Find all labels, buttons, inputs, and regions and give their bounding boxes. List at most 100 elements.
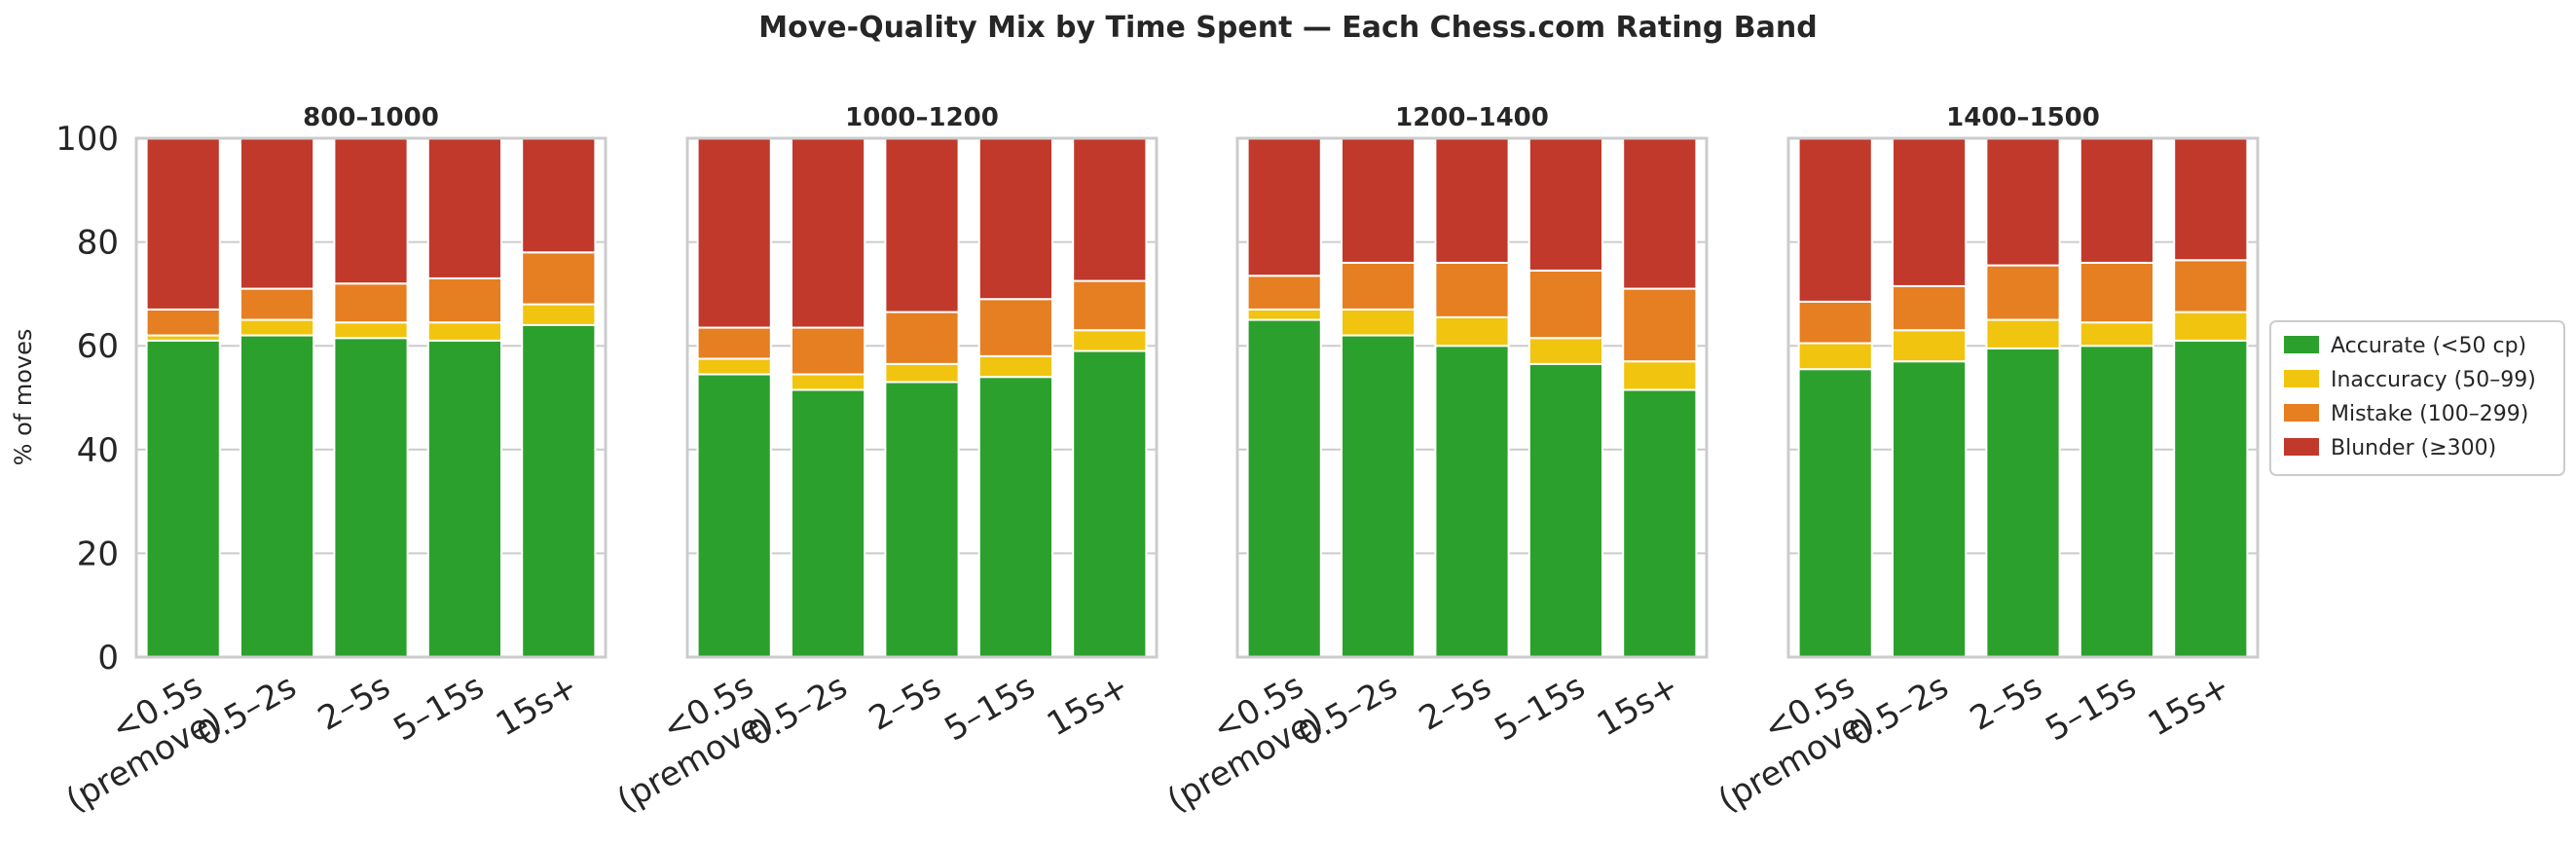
bar-segment-mistake <box>1527 269 1603 340</box>
bar-segment-blunder <box>2173 137 2249 262</box>
bar-segment-blunder <box>1622 137 1698 290</box>
bar-segment-inaccuracy <box>1797 342 1873 371</box>
bar-segment-blunder <box>333 137 409 285</box>
bar-segment-mistake <box>1341 261 1417 311</box>
bar-segment-blunder <box>1527 137 1603 272</box>
bar-segment-accurate <box>333 337 409 658</box>
panel-frame <box>685 136 1159 659</box>
bar-segment-blunder <box>696 137 772 329</box>
x-tick-label: 15s+ <box>490 667 584 744</box>
bar-segment-mistake <box>145 308 221 337</box>
legend-box <box>2269 320 2565 476</box>
bar-segment-accurate <box>2079 345 2154 658</box>
bar-segment-accurate <box>2173 339 2249 658</box>
bar-segment-mistake <box>977 298 1053 357</box>
bar-segment-mistake <box>333 282 409 324</box>
bar-segment-blunder <box>2079 137 2154 264</box>
bar-segment-mistake <box>1892 284 1968 332</box>
bar-segment-accurate <box>145 339 221 658</box>
figure-title: Move-Quality Mix by Time Spent — Each Ch… <box>758 11 1818 45</box>
panel-title: 1400–1500 <box>1946 103 2100 132</box>
x-tick-label: 5–15s <box>938 667 1042 749</box>
panel-1: 800–1000 0 20 40 60 80 100 <0.5s(premove)0.5–2s… <box>40 103 607 821</box>
bar-segment-accurate <box>1797 368 1873 658</box>
x-tick-label: 5–15s <box>2040 667 2143 749</box>
bar-segment-mistake <box>1072 279 1148 332</box>
bar-segment-blunder <box>1797 137 1873 303</box>
legend-swatch-accurate <box>2284 336 2319 353</box>
bar-segment-mistake <box>1622 287 1698 363</box>
y-tick-label: 40 <box>77 431 119 470</box>
x-tick-label: 2–5s <box>1413 667 1498 739</box>
bar-segment-accurate <box>1892 360 1968 658</box>
x-tick-label: <0.5s(premove) <box>1692 667 1880 821</box>
bar-segment-blunder <box>1434 137 1510 264</box>
bar-segment-inaccuracy <box>1892 329 1968 363</box>
x-tick-label: 15s+ <box>2142 667 2236 744</box>
panel-title: 800–1000 <box>303 103 439 132</box>
bar-segment-blunder <box>426 137 502 279</box>
bar-segment-inaccuracy <box>521 303 597 326</box>
y-tick-label: 80 <box>77 224 119 263</box>
x-tick-label: <0.5s(premove) <box>40 667 228 821</box>
bar-segment-mistake <box>2079 261 2154 324</box>
bar-segment-accurate <box>1341 334 1417 658</box>
legend-label-accurate: Accurate (<50 cp) <box>2331 334 2526 358</box>
bar-segment-inaccuracy <box>2079 321 2154 348</box>
bar-segment-mistake <box>1985 264 2061 321</box>
bar-segment-mistake <box>1434 261 1510 318</box>
bar-segment-inaccuracy <box>2173 311 2249 342</box>
panel-2: 1000–1200 <0.5s(premove)0.5–2s 2–5s5–15s15… <box>610 103 1159 820</box>
bar-segment-blunder <box>791 137 866 329</box>
bar-segment-accurate <box>521 323 597 658</box>
bar-segment-inaccuracy <box>239 318 315 337</box>
bar-segment-blunder <box>1072 137 1148 282</box>
bar-segment-inaccuracy <box>696 357 772 376</box>
bar-segment-inaccuracy <box>1246 308 1322 321</box>
bar-segment-mistake <box>426 276 502 324</box>
bar-segment-inaccuracy <box>1341 308 1417 337</box>
panel-frame <box>1786 136 2260 659</box>
bar-segment-inaccuracy <box>1622 360 1698 391</box>
x-tick-label: 2–5s <box>1964 667 2049 739</box>
bar-segment-inaccuracy <box>977 354 1053 379</box>
bar-segment-mistake <box>1246 275 1322 311</box>
bar-segment-blunder <box>1985 137 2061 267</box>
bar-segment-blunder <box>1246 137 1322 277</box>
legend-label-inaccuracy: Inaccuracy (50–99) <box>2331 368 2536 392</box>
bar-segment-accurate <box>1985 347 2061 658</box>
legend: Accurate (<50 cp) Inaccuracy (50–99) Mista… <box>2269 320 2565 476</box>
bar-segment-blunder <box>884 137 960 313</box>
bar-segment-inaccuracy <box>791 373 866 391</box>
legend-label-blunder: Blunder (≥300) <box>2331 436 2496 460</box>
x-tick-label: 0.5–2s <box>1842 667 1955 754</box>
bar-segment-inaccuracy <box>1527 337 1603 365</box>
bar-segment-blunder <box>239 137 315 290</box>
legend-swatch-mistake <box>2284 404 2319 422</box>
bar-segment-accurate <box>884 381 960 658</box>
bar-segment-accurate <box>426 339 502 658</box>
bar-segment-accurate <box>1622 388 1698 658</box>
bar-segment-inaccuracy <box>1072 329 1148 352</box>
bar-segment-accurate <box>1072 349 1148 658</box>
bar-segment-mistake <box>696 326 772 360</box>
bar-segment-mistake <box>239 287 315 321</box>
x-tick-label: 0.5–2s <box>741 667 854 754</box>
bar-segment-blunder <box>145 137 221 311</box>
x-tick-label: 5–15s <box>387 667 491 749</box>
legend-swatch-inaccuracy <box>2284 370 2319 387</box>
bar-segment-inaccuracy <box>333 321 409 340</box>
bar-segment-accurate <box>791 388 866 658</box>
y-tick-label: 60 <box>77 327 119 366</box>
bar-segment-inaccuracy <box>1985 318 2061 349</box>
y-tick-label: 100 <box>55 120 119 159</box>
panel-title: 1000–1200 <box>845 103 999 132</box>
panel-3: 1200–1400 <0.5s(premove)0.5–2s 2–5s5–15s15… <box>1141 103 1709 821</box>
x-tick-label: 0.5–2s <box>190 667 303 754</box>
x-tick-label: 2–5s <box>312 667 397 739</box>
bar-segment-blunder <box>521 137 597 254</box>
y-tick-label: 20 <box>77 534 119 573</box>
x-tick-label: <0.5s(premove) <box>1141 667 1329 821</box>
x-tick-label: 5–15s <box>1489 667 1592 749</box>
